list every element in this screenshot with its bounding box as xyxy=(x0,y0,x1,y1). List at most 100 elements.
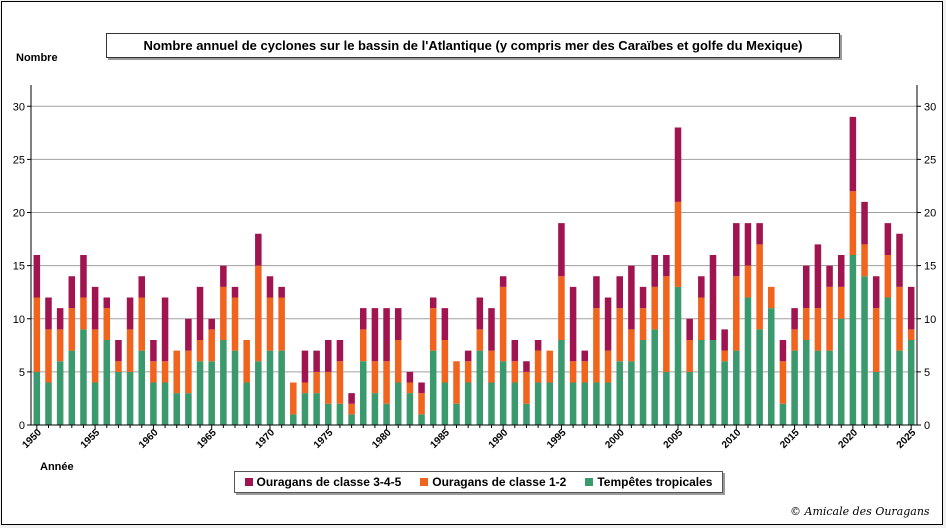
bar-segment-2019-s1 xyxy=(837,286,845,319)
x-tick-label-2005: 2005 xyxy=(662,427,686,451)
bar-segment-1975-s0 xyxy=(325,403,332,425)
y-tick-label-right: 30 xyxy=(924,101,936,113)
bar-segment-2017-s2 xyxy=(814,244,822,309)
bar-segment-1964-s0 xyxy=(196,361,204,425)
bar-segment-1986-s0 xyxy=(453,403,460,425)
bar-segment-1993-s1 xyxy=(534,350,542,383)
x-tick-label-2010: 2010 xyxy=(720,427,744,451)
x-tick-label-2015: 2015 xyxy=(778,427,802,451)
x-tick-label-1995: 1995 xyxy=(545,427,569,451)
bar-segment-1974-s0 xyxy=(313,393,320,425)
bar-segment-2008-s0 xyxy=(709,340,717,425)
bar-segment-2018-s1 xyxy=(826,286,833,351)
bar-segment-1969-s2 xyxy=(255,233,262,266)
chart-title: Nombre annuel de cyclones sur le bassin … xyxy=(106,33,840,58)
bar-segment-1952-s1 xyxy=(56,329,64,362)
y-tick-label-left: 20 xyxy=(13,208,25,220)
bar-segment-1980-s2 xyxy=(383,308,390,362)
bar-segment-1981-s2 xyxy=(394,308,402,340)
bar-segment-1959-s1 xyxy=(138,297,146,351)
bar-segment-1970-s2 xyxy=(266,276,274,298)
bar-segment-1976-s1 xyxy=(336,361,344,404)
bar-segment-1992-s0 xyxy=(523,403,530,425)
bar-segment-1958-s0 xyxy=(126,371,134,425)
bar-segment-2004-s2 xyxy=(663,255,670,277)
bar-segment-1970-s0 xyxy=(266,350,274,425)
bar-segment-2004-s1 xyxy=(663,276,670,372)
legend-label-class345: Ouragans de classe 3-4-5 xyxy=(256,475,402,489)
bar-segment-2016-s2 xyxy=(802,265,810,309)
bar-segment-2001-s0 xyxy=(628,361,635,425)
bar-segment-1953-s0 xyxy=(68,350,76,425)
bar-segment-2024-s0 xyxy=(896,350,903,425)
y-tick-label-left: 30 xyxy=(13,101,25,113)
bar-segment-2010-s2 xyxy=(733,223,740,277)
bar-segment-1995-s2 xyxy=(558,223,565,277)
bar-segment-1980-s0 xyxy=(383,403,390,425)
bar-segment-1991-s1 xyxy=(511,361,519,383)
bar-segment-1975-s1 xyxy=(325,371,332,404)
bar-segment-1959-s0 xyxy=(138,350,146,425)
bar-segment-1977-s0 xyxy=(348,414,355,425)
bar-segment-2011-s2 xyxy=(744,223,752,266)
bar-segment-1979-s1 xyxy=(371,361,379,394)
bar-segment-2025-s1 xyxy=(907,329,915,340)
x-tick-label-2020: 2020 xyxy=(836,427,860,451)
bar-segment-1997-s2 xyxy=(581,350,589,362)
bar-segment-1970-s1 xyxy=(266,297,274,351)
bar-segment-2014-s2 xyxy=(779,340,787,362)
bar-segment-2021-s0 xyxy=(861,276,868,425)
bar-segment-1956-s0 xyxy=(103,340,111,425)
bar-segment-2016-s0 xyxy=(802,340,810,425)
y-tick-label-left: 25 xyxy=(13,154,25,166)
bar-segment-1960-s0 xyxy=(150,382,157,425)
bar-segment-1973-s2 xyxy=(301,350,309,383)
y-axis-label: Nombre xyxy=(16,52,58,64)
chart-legend: Ouragans de classe 3-4-5 Ouragans de cla… xyxy=(234,471,723,493)
bar-segment-2009-s2 xyxy=(721,329,728,351)
legend-item-class345: Ouragans de classe 3-4-5 xyxy=(244,475,402,489)
bar-segment-2005-s2 xyxy=(674,127,682,202)
bar-segment-2023-s1 xyxy=(884,255,892,298)
bar-segment-2002-s2 xyxy=(639,286,647,309)
bar-segment-1964-s2 xyxy=(196,286,204,340)
bar-segment-2017-s1 xyxy=(814,308,822,351)
bar-segment-2023-s0 xyxy=(884,297,892,425)
x-tick-label-2025: 2025 xyxy=(895,427,919,451)
bar-segment-2020-s0 xyxy=(849,255,857,425)
bar-segment-2009-s0 xyxy=(721,361,728,425)
bar-segment-1969-s0 xyxy=(255,361,262,425)
bar-segment-1965-s1 xyxy=(208,329,215,362)
bar-segment-1952-s2 xyxy=(56,308,64,330)
bar-segment-1981-s0 xyxy=(394,382,402,425)
bar-segment-1967-s1 xyxy=(231,297,239,351)
bar-segment-1984-s1 xyxy=(429,308,437,351)
bar-segment-2019-s0 xyxy=(837,318,845,425)
bar-segment-2017-s0 xyxy=(814,350,822,425)
bar-segment-2011-s0 xyxy=(744,297,752,425)
y-tick-label-right: 10 xyxy=(924,314,936,326)
bar-segment-1998-s1 xyxy=(593,308,600,383)
y-tick-label-right: 25 xyxy=(924,154,936,166)
bar-segment-1956-s2 xyxy=(103,297,111,309)
bar-segment-1998-s0 xyxy=(593,382,600,425)
bar-segment-1959-s2 xyxy=(138,276,146,298)
y-tick-label-right: 15 xyxy=(924,261,936,273)
bar-segment-1977-s1 xyxy=(348,403,355,415)
bar-segment-2002-s1 xyxy=(639,308,647,340)
bar-segment-1967-s2 xyxy=(231,286,239,298)
bar-segment-1972-s0 xyxy=(290,414,297,425)
bar-segment-1985-s1 xyxy=(441,340,449,383)
bar-segment-1960-s1 xyxy=(150,361,157,383)
bar-segment-2006-s1 xyxy=(686,340,693,372)
bar-segment-1962-s1 xyxy=(173,350,180,394)
bar-segment-1963-s1 xyxy=(185,350,192,394)
bar-segment-1966-s1 xyxy=(220,286,227,340)
legend-item-tropical: Tempêtes tropicales xyxy=(585,475,712,489)
bar-segment-1978-s2 xyxy=(359,308,367,330)
bar-segment-2022-s2 xyxy=(872,276,880,309)
x-tick-label-1985: 1985 xyxy=(428,427,452,451)
credit-text: © Amicale des Ouragans xyxy=(790,505,930,518)
bar-segment-2012-s2 xyxy=(756,223,763,245)
legend-label-tropical: Tempêtes tropicales xyxy=(597,475,713,489)
